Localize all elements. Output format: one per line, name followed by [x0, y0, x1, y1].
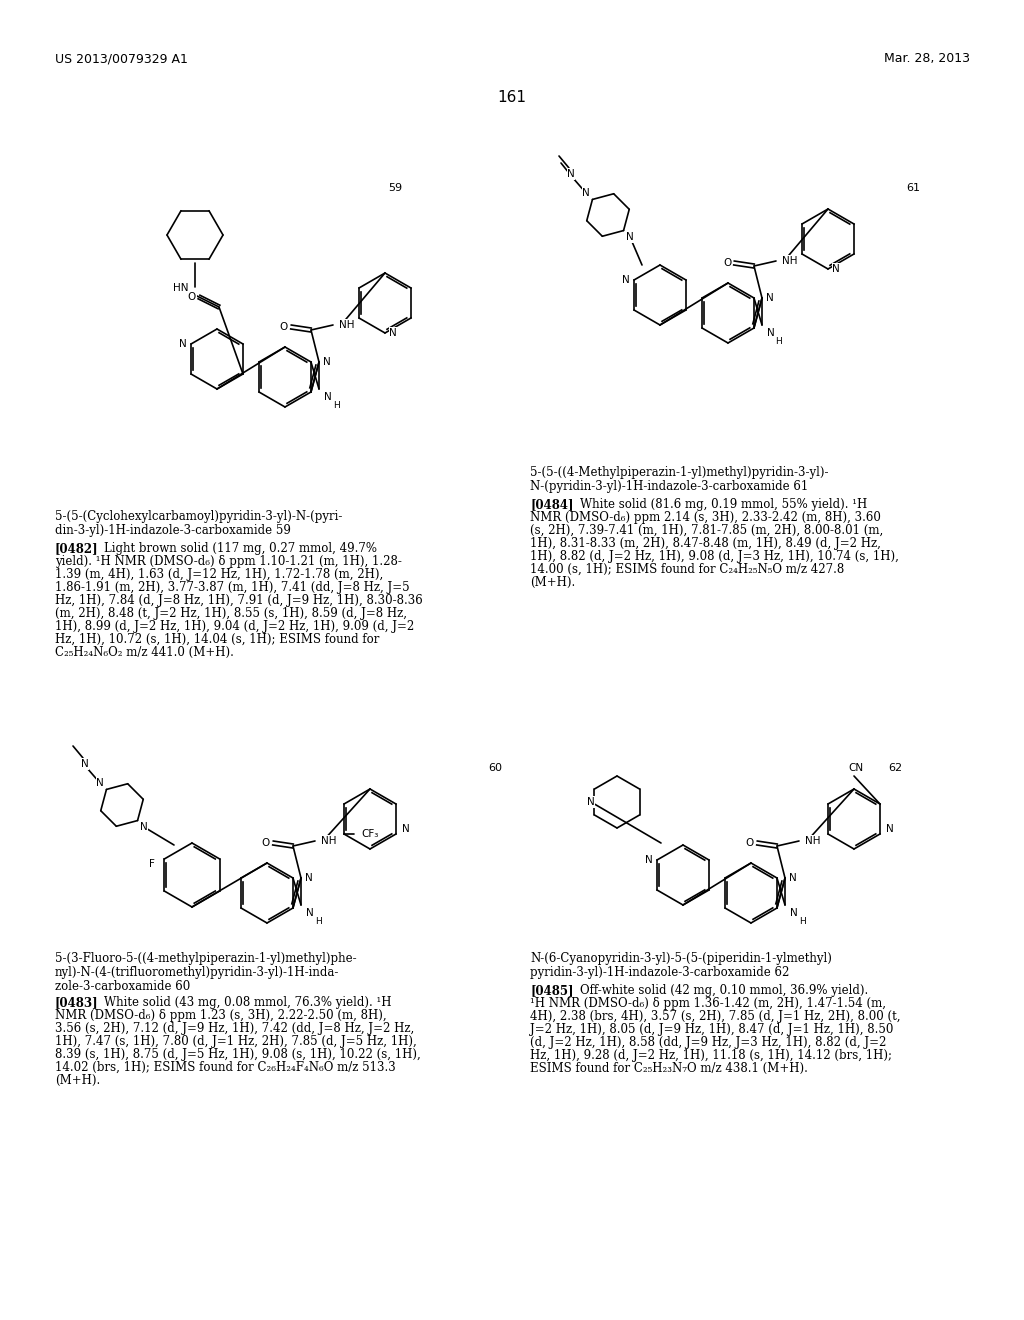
Text: J=2 Hz, 1H), 8.05 (d, J=9 Hz, 1H), 8.47 (d, J=1 Hz, 1H), 8.50: J=2 Hz, 1H), 8.05 (d, J=9 Hz, 1H), 8.47 …	[530, 1023, 893, 1036]
Text: H: H	[775, 338, 782, 346]
Text: 3.56 (s, 2H), 7.12 (d, J=9 Hz, 1H), 7.42 (dd, J=8 Hz, J=2 Hz,: 3.56 (s, 2H), 7.12 (d, J=9 Hz, 1H), 7.42…	[55, 1022, 415, 1035]
Text: N: N	[389, 327, 397, 338]
Text: N: N	[791, 908, 798, 917]
Text: N: N	[645, 855, 653, 865]
Text: N: N	[96, 777, 103, 788]
Text: N: N	[179, 339, 187, 348]
Text: pyridin-3-yl)-1H-indazole-3-carboxamide 62: pyridin-3-yl)-1H-indazole-3-carboxamide …	[530, 966, 790, 979]
Text: N-(6-Cyanopyridin-3-yl)-5-(5-(piperidin-1-ylmethyl): N-(6-Cyanopyridin-3-yl)-5-(5-(piperidin-…	[530, 952, 831, 965]
Text: (M+H).: (M+H).	[55, 1074, 100, 1086]
Text: zole-3-carboxamide 60: zole-3-carboxamide 60	[55, 979, 190, 993]
Text: N: N	[587, 797, 595, 807]
Text: Mar. 28, 2013: Mar. 28, 2013	[884, 51, 970, 65]
Text: N-(pyridin-3-yl)-1H-indazole-3-carboxamide 61: N-(pyridin-3-yl)-1H-indazole-3-carboxami…	[530, 480, 808, 492]
Text: N: N	[325, 392, 332, 403]
Text: 1.39 (m, 4H), 1.63 (d, J=12 Hz, 1H), 1.72-1.78 (m, 2H),: 1.39 (m, 4H), 1.63 (d, J=12 Hz, 1H), 1.7…	[55, 568, 383, 581]
Text: nyl)-N-(4-(trifluoromethyl)pyridin-3-yl)-1H-inda-: nyl)-N-(4-(trifluoromethyl)pyridin-3-yl)…	[55, 966, 339, 979]
Text: NH: NH	[339, 319, 354, 330]
Text: Off-white solid (42 mg, 0.10 mmol, 36.9% yield).: Off-white solid (42 mg, 0.10 mmol, 36.9%…	[580, 983, 868, 997]
Text: N: N	[324, 356, 331, 367]
Text: 60: 60	[488, 763, 502, 774]
Text: H: H	[799, 917, 805, 927]
Text: O: O	[262, 838, 270, 847]
Text: Light brown solid (117 mg, 0.27 mmol, 49.7%: Light brown solid (117 mg, 0.27 mmol, 49…	[104, 543, 377, 554]
Text: N: N	[81, 759, 89, 770]
Text: NH: NH	[322, 836, 337, 846]
Text: din-3-yl)-1H-indazole-3-carboxamide 59: din-3-yl)-1H-indazole-3-carboxamide 59	[55, 524, 291, 537]
Text: White solid (81.6 mg, 0.19 mmol, 55% yield). ¹H: White solid (81.6 mg, 0.19 mmol, 55% yie…	[580, 498, 867, 511]
Text: (s, 2H), 7.39-7.41 (m, 1H), 7.81-7.85 (m, 2H), 8.00-8.01 (m,: (s, 2H), 7.39-7.41 (m, 1H), 7.81-7.85 (m…	[530, 524, 884, 537]
Text: ¹H NMR (DMSO-d₆) δ ppm 1.36-1.42 (m, 2H), 1.47-1.54 (m,: ¹H NMR (DMSO-d₆) δ ppm 1.36-1.42 (m, 2H)…	[530, 997, 886, 1010]
Text: O: O	[723, 257, 731, 268]
Text: 62: 62	[888, 763, 902, 774]
Text: CN: CN	[849, 763, 863, 774]
Text: H: H	[314, 917, 322, 927]
Text: N: N	[767, 327, 775, 338]
Text: C₂₅H₂₄N₆O₂ m/z 441.0 (M+H).: C₂₅H₂₄N₆O₂ m/z 441.0 (M+H).	[55, 645, 233, 659]
Text: 1H), 8.99 (d, J=2 Hz, 1H), 9.04 (d, J=2 Hz, 1H), 9.09 (d, J=2: 1H), 8.99 (d, J=2 Hz, 1H), 9.04 (d, J=2 …	[55, 620, 415, 634]
Text: [0484]: [0484]	[530, 498, 573, 511]
Text: 8.39 (s, 1H), 8.75 (d, J=5 Hz, 1H), 9.08 (s, 1H), 10.22 (s, 1H),: 8.39 (s, 1H), 8.75 (d, J=5 Hz, 1H), 9.08…	[55, 1048, 421, 1061]
Text: [0482]: [0482]	[55, 543, 98, 554]
Text: N: N	[766, 293, 774, 304]
Text: O: O	[745, 838, 754, 847]
Text: NMR (DMSO-d₆) ppm 2.14 (s, 3H), 2.33-2.42 (m, 8H), 3.60: NMR (DMSO-d₆) ppm 2.14 (s, 3H), 2.33-2.4…	[530, 511, 881, 524]
Text: [0485]: [0485]	[530, 983, 573, 997]
Text: White solid (43 mg, 0.08 mmol, 76.3% yield). ¹H: White solid (43 mg, 0.08 mmol, 76.3% yie…	[104, 997, 391, 1008]
Text: 14.00 (s, 1H); ESIMS found for C₂₄H₂₅N₅O m/z 427.8: 14.00 (s, 1H); ESIMS found for C₂₄H₂₅N₅O…	[530, 564, 844, 576]
Text: N: N	[790, 873, 797, 883]
Text: 5-(5-((4-Methylpiperazin-1-yl)methyl)pyridin-3-yl)-: 5-(5-((4-Methylpiperazin-1-yl)methyl)pyr…	[530, 466, 828, 479]
Text: 14.02 (brs, 1H); ESIMS found for C₂₆H₂₄F₄N₆O m/z 513.3: 14.02 (brs, 1H); ESIMS found for C₂₆H₂₄F…	[55, 1061, 395, 1074]
Text: NH: NH	[805, 836, 821, 846]
Text: (d, J=2 Hz, 1H), 8.58 (dd, J=9 Hz, J=3 Hz, 1H), 8.82 (d, J=2: (d, J=2 Hz, 1H), 8.58 (dd, J=9 Hz, J=3 H…	[530, 1036, 887, 1049]
Text: N: N	[623, 275, 630, 285]
Text: N: N	[626, 232, 634, 242]
Text: O: O	[187, 292, 197, 302]
Text: 1.86-1.91 (m, 2H), 3.77-3.87 (m, 1H), 7.41 (dd, J=8 Hz, J=5: 1.86-1.91 (m, 2H), 3.77-3.87 (m, 1H), 7.…	[55, 581, 410, 594]
Text: 1H), 7.47 (s, 1H), 7.80 (d, J=1 Hz, 2H), 7.85 (d, J=5 Hz, 1H),: 1H), 7.47 (s, 1H), 7.80 (d, J=1 Hz, 2H),…	[55, 1035, 417, 1048]
Text: Hz, 1H), 9.28 (d, J=2 Hz, 1H), 11.18 (s, 1H), 14.12 (brs, 1H);: Hz, 1H), 9.28 (d, J=2 Hz, 1H), 11.18 (s,…	[530, 1049, 892, 1063]
Text: 61: 61	[906, 183, 920, 193]
Text: HN: HN	[173, 282, 188, 293]
Text: [0483]: [0483]	[55, 997, 98, 1008]
Text: 1H), 8.82 (d, J=2 Hz, 1H), 9.08 (d, J=3 Hz, 1H), 10.74 (s, 1H),: 1H), 8.82 (d, J=2 Hz, 1H), 9.08 (d, J=3 …	[530, 550, 899, 564]
Text: H: H	[333, 401, 339, 411]
Text: F: F	[150, 859, 156, 869]
Text: US 2013/0079329 A1: US 2013/0079329 A1	[55, 51, 187, 65]
Text: N: N	[582, 187, 590, 198]
Text: NH: NH	[782, 256, 798, 267]
Text: N: N	[833, 264, 840, 275]
Text: (m, 2H), 8.48 (t, J=2 Hz, 1H), 8.55 (s, 1H), 8.59 (d, J=8 Hz,: (m, 2H), 8.48 (t, J=2 Hz, 1H), 8.55 (s, …	[55, 607, 407, 620]
Text: N: N	[567, 169, 574, 180]
Text: Hz, 1H), 10.72 (s, 1H), 14.04 (s, 1H); ESIMS found for: Hz, 1H), 10.72 (s, 1H), 14.04 (s, 1H); E…	[55, 634, 379, 645]
Text: 5-(5-(Cyclohexylcarbamoyl)pyridin-3-yl)-N-(pyri-: 5-(5-(Cyclohexylcarbamoyl)pyridin-3-yl)-…	[55, 510, 342, 523]
Text: ESIMS found for C₂₅H₂₃N₇O m/z 438.1 (M+H).: ESIMS found for C₂₅H₂₃N₇O m/z 438.1 (M+H…	[530, 1063, 808, 1074]
Text: 161: 161	[498, 90, 526, 106]
Text: 1H), 8.31-8.33 (m, 2H), 8.47-8.48 (m, 1H), 8.49 (d, J=2 Hz,: 1H), 8.31-8.33 (m, 2H), 8.47-8.48 (m, 1H…	[530, 537, 881, 550]
Text: N: N	[306, 908, 314, 917]
Text: N: N	[305, 873, 313, 883]
Text: O: O	[280, 322, 288, 333]
Text: NMR (DMSO-d₆) δ ppm 1.23 (s, 3H), 2.22-2.50 (m, 8H),: NMR (DMSO-d₆) δ ppm 1.23 (s, 3H), 2.22-2…	[55, 1008, 387, 1022]
Text: N: N	[402, 824, 410, 834]
Text: 5-(3-Fluoro-5-((4-methylpiperazin-1-yl)methyl)phe-: 5-(3-Fluoro-5-((4-methylpiperazin-1-yl)m…	[55, 952, 356, 965]
Text: yield). ¹H NMR (DMSO-d₆) δ ppm 1.10-1.21 (m, 1H), 1.28-: yield). ¹H NMR (DMSO-d₆) δ ppm 1.10-1.21…	[55, 554, 401, 568]
Text: 59: 59	[388, 183, 402, 193]
Text: (M+H).: (M+H).	[530, 576, 575, 589]
Text: CF₃: CF₃	[361, 829, 379, 840]
Text: N: N	[886, 824, 894, 834]
Text: 4H), 2.38 (brs, 4H), 3.57 (s, 2H), 7.85 (d, J=1 Hz, 2H), 8.00 (t,: 4H), 2.38 (brs, 4H), 3.57 (s, 2H), 7.85 …	[530, 1010, 900, 1023]
Text: Hz, 1H), 7.84 (d, J=8 Hz, 1H), 7.91 (d, J=9 Hz, 1H), 8.30-8.36: Hz, 1H), 7.84 (d, J=8 Hz, 1H), 7.91 (d, …	[55, 594, 423, 607]
Text: N: N	[140, 822, 147, 832]
